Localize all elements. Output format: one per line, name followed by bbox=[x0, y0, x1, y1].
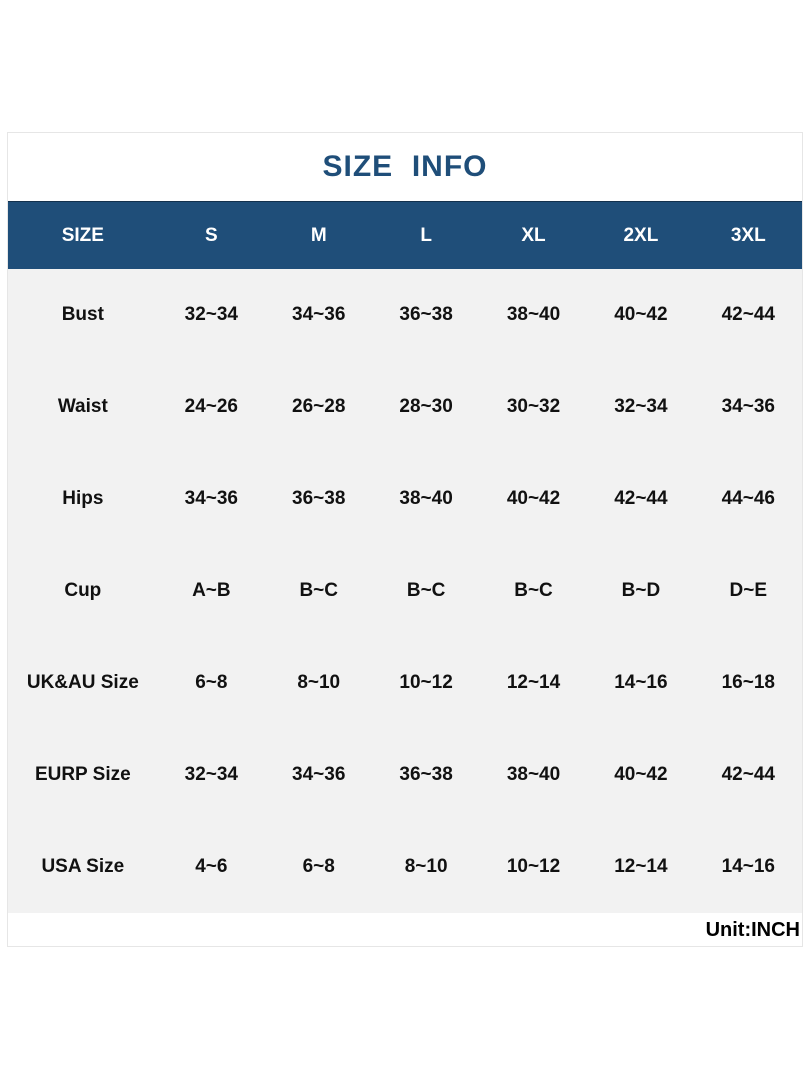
table-row-usa-size: USA Size 4~6 6~8 8~10 10~12 12~14 14~16 bbox=[8, 821, 802, 913]
table-cell: 42~44 bbox=[614, 488, 668, 509]
row-label: USA Size bbox=[41, 856, 125, 877]
size-chart-body: Bust 32~34 34~36 36~38 38~40 40~42 42~44… bbox=[8, 269, 802, 913]
header-cell-m: M bbox=[310, 224, 327, 246]
table-cell: B~C bbox=[406, 580, 446, 601]
table-cell: A~B bbox=[192, 580, 231, 601]
table-cell: 16~18 bbox=[721, 672, 775, 693]
table-cell: 42~44 bbox=[721, 764, 775, 785]
table-cell: 14~16 bbox=[614, 672, 668, 693]
table-row-cup: Cup A~B B~C B~C B~C B~D D~E bbox=[8, 545, 802, 637]
table-cell: D~E bbox=[729, 580, 768, 601]
table-cell: 14~16 bbox=[721, 856, 775, 877]
table-cell: 40~42 bbox=[614, 304, 668, 325]
table-cell: 32~34 bbox=[614, 396, 668, 417]
table-cell: 38~40 bbox=[399, 488, 453, 509]
table-cell: 42~44 bbox=[721, 304, 775, 325]
row-label: Hips bbox=[62, 488, 104, 509]
table-cell: 34~36 bbox=[292, 304, 346, 325]
row-label: Waist bbox=[57, 396, 108, 417]
table-cell: 34~36 bbox=[292, 764, 346, 785]
header-cell-size: SIZE bbox=[61, 224, 104, 246]
table-cell: 10~12 bbox=[506, 856, 561, 877]
table-cell: 36~38 bbox=[292, 488, 346, 509]
row-label: Bust bbox=[61, 304, 104, 325]
table-cell: 8~10 bbox=[404, 856, 448, 877]
table-cell: 6~8 bbox=[195, 672, 228, 693]
header-cell-xl: XL bbox=[521, 224, 546, 246]
header-cell-2xl: 2XL bbox=[623, 224, 659, 246]
table-cell: 26~28 bbox=[292, 396, 346, 417]
unit-note: Unit:INCH bbox=[705, 919, 800, 941]
table-cell: 40~42 bbox=[506, 488, 561, 509]
table-cell: B~D bbox=[621, 580, 661, 601]
table-cell: 32~34 bbox=[184, 764, 239, 785]
table-row-waist: Waist 24~26 26~28 28~30 30~32 32~34 34~3… bbox=[8, 361, 802, 453]
table-cell: 30~32 bbox=[506, 396, 561, 417]
size-chart-header-row: SIZE S M L XL 2XL 3XL bbox=[8, 201, 802, 269]
header-cell-3xl: 3XL bbox=[730, 224, 766, 246]
row-label: EURP Size bbox=[34, 764, 131, 785]
table-cell: 32~34 bbox=[184, 304, 239, 325]
table-cell: 34~36 bbox=[184, 488, 239, 509]
table-cell: 34~36 bbox=[721, 396, 775, 417]
table-cell: 38~40 bbox=[506, 764, 561, 785]
table-row-bust: Bust 32~34 34~36 36~38 38~40 40~42 42~44 bbox=[8, 269, 802, 361]
table-cell: 44~46 bbox=[721, 488, 775, 509]
table-row-eurp-size: EURP Size 32~34 34~36 36~38 38~40 40~42 … bbox=[8, 729, 802, 821]
table-cell: 40~42 bbox=[614, 764, 668, 785]
table-row-hips: Hips 34~36 36~38 38~40 40~42 42~44 44~46 bbox=[8, 453, 802, 545]
table-cell: 8~10 bbox=[297, 672, 341, 693]
table-cell: 36~38 bbox=[399, 304, 453, 325]
row-label: UK&AU Size bbox=[26, 672, 139, 693]
size-chart-title: SIZE INFO bbox=[322, 150, 488, 183]
table-cell: 28~30 bbox=[399, 396, 453, 417]
table-cell: B~C bbox=[514, 580, 553, 601]
table-cell: 12~14 bbox=[506, 672, 561, 693]
table-cell: 36~38 bbox=[399, 764, 453, 785]
table-cell: 10~12 bbox=[399, 672, 453, 693]
header-cell-l: L bbox=[420, 224, 432, 246]
header-cell-s: S bbox=[204, 224, 218, 246]
table-cell: 6~8 bbox=[302, 856, 335, 877]
table-cell: B~C bbox=[299, 580, 338, 601]
table-row-uk-au-size: UK&AU Size 6~8 8~10 10~12 12~14 14~16 16… bbox=[8, 637, 802, 729]
table-cell: 12~14 bbox=[614, 856, 668, 877]
table-cell: 38~40 bbox=[506, 304, 561, 325]
table-cell: 4~6 bbox=[195, 856, 228, 877]
size-chart-card: SIZE INFO SIZE S M L XL 2XL 3XL Bust 32~… bbox=[7, 132, 803, 947]
row-label: Cup bbox=[64, 580, 102, 601]
table-cell: 24~26 bbox=[184, 396, 239, 417]
